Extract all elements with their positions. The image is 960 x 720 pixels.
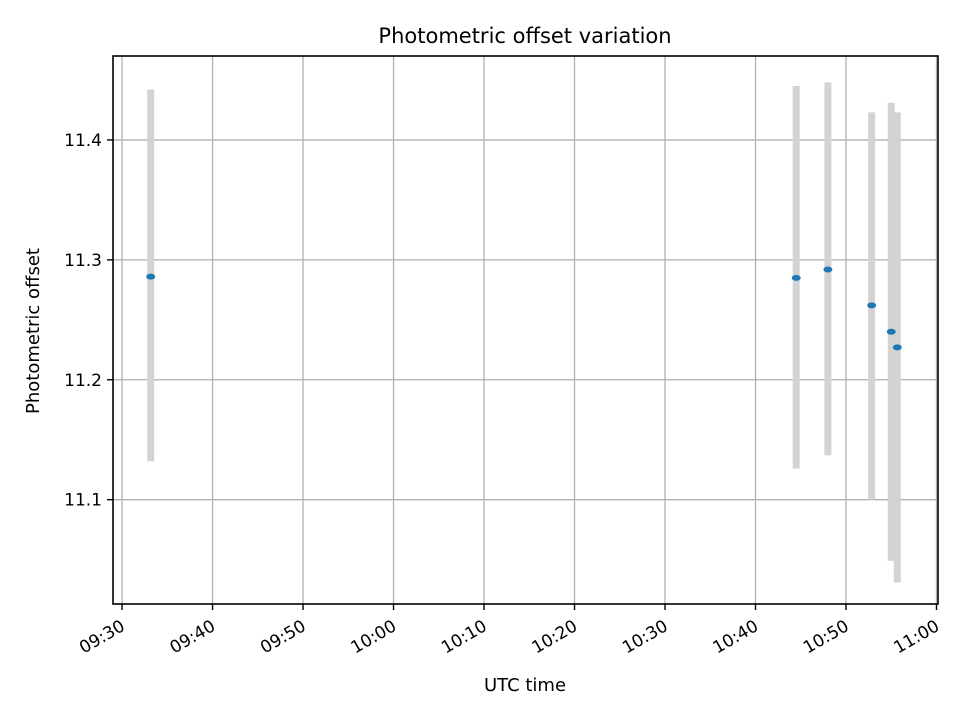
point-layer <box>146 266 902 351</box>
x-tick-label: 10:10 <box>438 616 490 658</box>
x-tick-label: 10:00 <box>348 616 400 658</box>
x-tick-label: 10:40 <box>710 616 762 658</box>
x-tick-label: 10:20 <box>529 616 581 658</box>
x-axis-label: UTC time <box>484 675 566 696</box>
y-tick-label: 11.1 <box>64 491 102 511</box>
x-tick-label: 09:30 <box>76 616 128 658</box>
data-point <box>892 344 902 351</box>
data-point <box>867 302 877 309</box>
x-tick-label: 11:00 <box>891 616 943 658</box>
x-tick-label: 09:50 <box>257 616 309 658</box>
data-point <box>791 274 801 281</box>
errorbar-layer <box>147 82 901 583</box>
data-point <box>146 273 156 280</box>
x-tick-label: 09:40 <box>167 616 219 658</box>
y-tick-label: 11.4 <box>64 131 102 151</box>
tick-layer: 09:30 09:40 09:50 10:00 10:10 10:20 10:30 10:40… <box>64 131 943 658</box>
data-point <box>823 266 833 273</box>
data-point <box>886 328 896 335</box>
grid-layer <box>113 56 938 604</box>
y-tick-label: 11.3 <box>64 251 102 271</box>
x-tick-label: 10:30 <box>619 616 671 658</box>
plot-frame <box>112 55 939 605</box>
x-tick-label: 10:50 <box>800 616 852 658</box>
chart-title: Photometric offset variation <box>378 24 671 48</box>
y-tick-label: 11.2 <box>64 371 102 391</box>
y-axis-label: Photometric offset <box>23 248 44 414</box>
